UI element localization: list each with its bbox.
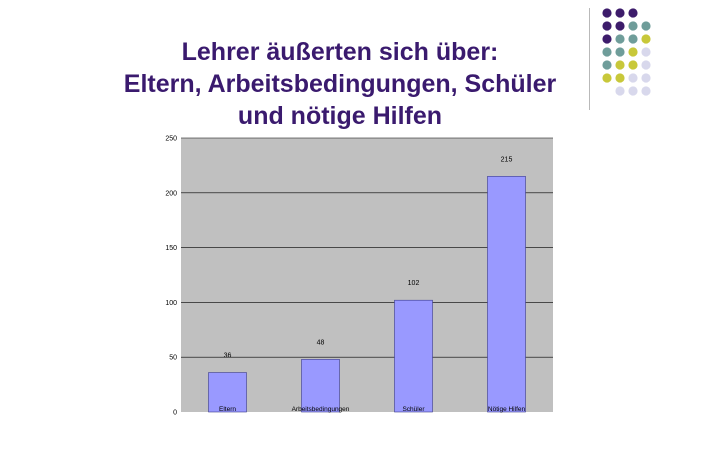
bar (487, 176, 526, 413)
y-tick-label: 150 (165, 245, 177, 252)
x-tick-label: Eltern (219, 406, 236, 413)
slide-title-line-3: und nötige Hilfen (237, 102, 443, 130)
y-tick-label: 0 (173, 410, 177, 417)
bar (394, 299, 433, 413)
y-tick-label: 200 (165, 190, 177, 197)
data-label: 102 (408, 280, 420, 287)
bar (208, 372, 247, 413)
data-label: 48 (317, 339, 325, 346)
y-tick-label: 50 (169, 355, 177, 362)
y-tick-label: 100 (165, 300, 177, 307)
x-tick-label: Arbeitsbedingungen (292, 406, 350, 413)
slide-title-line-1: Lehrer äußerten sich über: (181, 38, 499, 66)
x-tick-label: Nötige Hilfen (488, 406, 526, 413)
data-label: 215 (501, 156, 513, 163)
y-tick-label: 250 (165, 136, 177, 143)
data-label: 36 (224, 353, 232, 360)
x-tick-label: Schüler (402, 406, 425, 413)
decorative-divider-line (589, 8, 590, 110)
bar (301, 359, 340, 413)
slide-title-line-2: Eltern, Arbeitsbedingungen, Schüler (123, 70, 557, 98)
